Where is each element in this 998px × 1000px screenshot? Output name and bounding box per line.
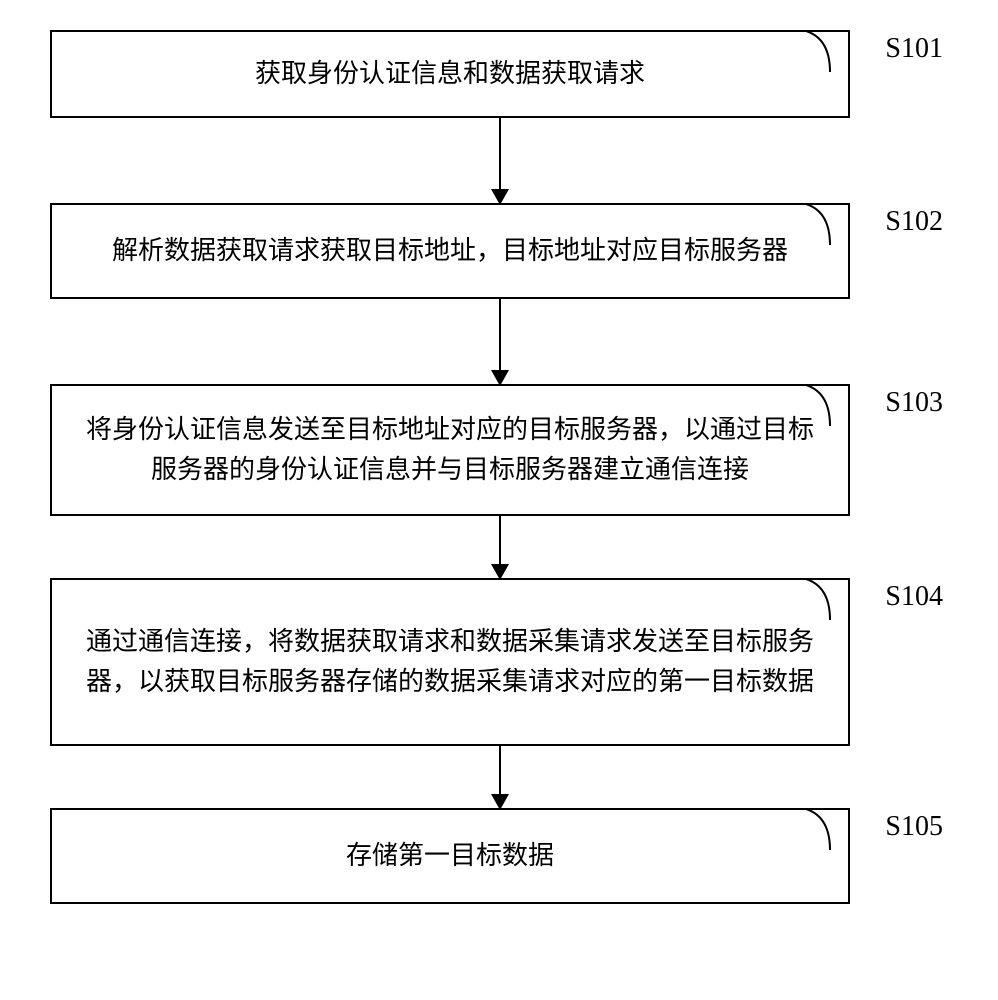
arrow-down-icon xyxy=(499,118,501,203)
callout-curve-icon xyxy=(802,808,850,850)
arrow-down-icon xyxy=(499,746,501,808)
arrow-down-icon xyxy=(499,516,501,578)
step-label: S102 xyxy=(885,200,943,243)
flowchart-container: 获取身份认证信息和数据获取请求 S101 解析数据获取请求获取目标地址，目标地址… xyxy=(50,30,950,904)
step-text: 获取身份认证信息和数据获取请求 xyxy=(255,54,645,94)
step-box-s103: 将身份认证信息发送至目标地址对应的目标服务器，以通过目标服务器的身份认证信息并与… xyxy=(50,384,850,516)
step-label: S103 xyxy=(885,381,943,424)
arrow-down-icon xyxy=(499,299,501,384)
step-box-s102: 解析数据获取请求获取目标地址，目标地址对应目标服务器 S102 xyxy=(50,203,850,299)
step-text: 存储第一目标数据 xyxy=(346,836,554,876)
step-text: 通过通信连接，将数据获取请求和数据采集请求发送至目标服务器，以获取目标服务器存储… xyxy=(82,622,818,703)
step-label: S104 xyxy=(885,575,943,618)
step-row: 将身份认证信息发送至目标地址对应的目标服务器，以通过目标服务器的身份认证信息并与… xyxy=(50,384,950,516)
callout-curve-icon xyxy=(802,30,850,72)
step-label: S101 xyxy=(885,27,943,70)
step-box-s101: 获取身份认证信息和数据获取请求 S101 xyxy=(50,30,850,118)
step-box-s104: 通过通信连接，将数据获取请求和数据采集请求发送至目标服务器，以获取目标服务器存储… xyxy=(50,578,850,746)
step-label: S105 xyxy=(885,805,943,848)
step-row: 存储第一目标数据 S105 xyxy=(50,808,950,904)
step-text: 将身份认证信息发送至目标地址对应的目标服务器，以通过目标服务器的身份认证信息并与… xyxy=(82,410,818,491)
step-box-s105: 存储第一目标数据 S105 xyxy=(50,808,850,904)
step-row: 通过通信连接，将数据获取请求和数据采集请求发送至目标服务器，以获取目标服务器存储… xyxy=(50,578,950,746)
step-row: 解析数据获取请求获取目标地址，目标地址对应目标服务器 S102 xyxy=(50,203,950,299)
step-text: 解析数据获取请求获取目标地址，目标地址对应目标服务器 xyxy=(112,231,788,271)
step-row: 获取身份认证信息和数据获取请求 S101 xyxy=(50,30,950,118)
callout-curve-icon xyxy=(802,578,850,620)
callout-curve-icon xyxy=(802,203,850,245)
